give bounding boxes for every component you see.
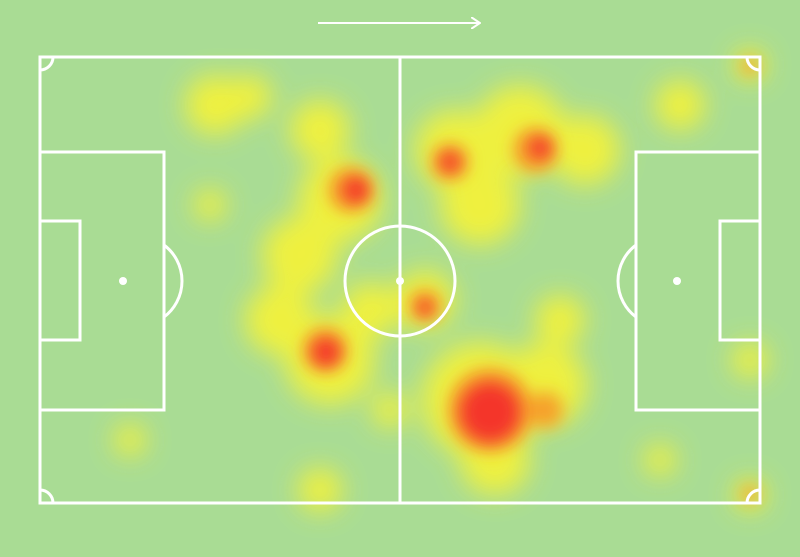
goal-area-right bbox=[718, 219, 762, 342]
penalty-arc-left bbox=[163, 243, 184, 319]
center-circle bbox=[343, 224, 457, 338]
goal-area-left bbox=[38, 219, 82, 342]
heat-red bbox=[312, 137, 551, 442]
center-spot bbox=[396, 277, 404, 285]
corner-arc bbox=[39, 488, 55, 504]
pitch-lines bbox=[38, 55, 762, 505]
corner-arc bbox=[39, 56, 55, 72]
corner-arc bbox=[745, 488, 761, 504]
penalty-arc-right bbox=[616, 243, 637, 319]
penalty-spot-left bbox=[119, 277, 127, 285]
corner-arc bbox=[745, 56, 761, 72]
penalty-spot-right bbox=[673, 277, 681, 285]
